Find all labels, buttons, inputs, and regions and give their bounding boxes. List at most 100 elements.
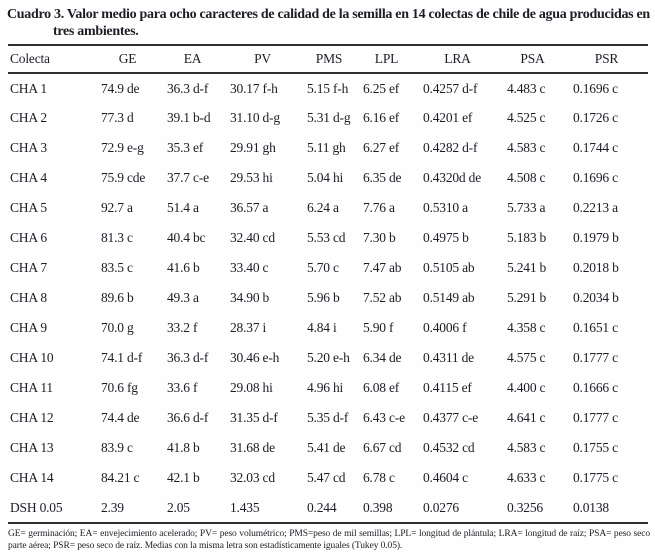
row-label-cell: CHA 13 <box>10 440 54 455</box>
table-cell: 0.4115 ef <box>423 380 472 395</box>
table-cell: 35.3 ef <box>167 140 204 155</box>
table-cell: 6.16 ef <box>363 110 400 125</box>
row-label-cell: DSH 0.05 <box>10 499 63 515</box>
column-header: Colecta <box>10 51 50 66</box>
table-cell: 32.40 cd <box>230 230 275 245</box>
table-cell: 0.0276 <box>423 499 459 515</box>
data-table: Colecta GE EA PV PMS LPL LRA PSA PSR CHA 1 74.9 d… <box>8 44 648 524</box>
column-header: PSA <box>520 51 545 66</box>
table-cell: 0.1726 c <box>573 110 618 125</box>
table-cell: 49.3 a <box>167 290 199 305</box>
column-header: PSR <box>594 51 619 66</box>
table-cell: 4.483 c <box>507 80 546 96</box>
table-cell: 0.2034 b <box>573 290 619 305</box>
table-cell: 6.24 a <box>307 200 339 215</box>
table-cell: 0.1696 c <box>573 80 618 96</box>
table-cell: 39.1 b-d <box>167 110 211 125</box>
footnote: GE= germinación; EA= envejecimiento acel… <box>8 529 650 551</box>
table-cell: 31.68 de <box>230 440 275 455</box>
table-row: CHA 7 83.5 c 41.6 b 33.40 c 5.70 c 7.47 ab 0.5… <box>8 253 648 283</box>
table-cell: 4.400 c <box>507 380 546 395</box>
dsh-row: DSH 0.05 2.39 2.05 1.435 0.244 0.398 0.0276 0.3… <box>8 493 648 523</box>
table-cell: 0.1777 c <box>573 350 618 365</box>
table-cell: 5.53 cd <box>307 230 346 245</box>
table-cell: 4.358 c <box>507 320 546 335</box>
table-cell: 92.7 a <box>101 200 133 215</box>
table-cell: 33.6 f <box>167 380 198 395</box>
table-cell: 1.435 <box>230 499 260 515</box>
table-cell: 74.1 d-f <box>101 350 143 365</box>
table-row: CHA 10 74.1 d-f 36.3 d-f 30.46 e-h 5.20 e-h 6… <box>8 343 648 373</box>
table-row: CHA 14 84.21 c 42.1 b 32.03 cd 5.47 cd 6.78 c… <box>8 463 648 493</box>
table-cell: 5.04 hi <box>307 170 344 185</box>
table-cell: 5.96 b <box>307 290 340 305</box>
table-cell: 7.76 a <box>363 200 395 215</box>
column-header: PMS <box>315 51 343 66</box>
table-cell: 0.4604 c <box>423 470 468 485</box>
row-label-cell: CHA 12 <box>10 410 54 425</box>
table-cell: 5.35 d-f <box>307 410 349 425</box>
table-cell: 6.25 ef <box>363 80 400 96</box>
table-cell: 4.525 c <box>507 110 546 125</box>
table-row: CHA 2 77.3 d 39.1 b-d 31.10 d-g 5.31 d-g 6.16… <box>8 103 648 133</box>
table-cell: 70.6 fg <box>101 380 138 395</box>
table-cell: 6.43 c-e <box>363 410 405 425</box>
table-cell: 7.47 ab <box>363 260 402 275</box>
table-row: CHA 12 74.4 de 36.6 d-f 31.35 d-f 5.35 d-f 6.… <box>8 403 648 433</box>
table-cell: 0.1755 c <box>573 440 618 455</box>
row-label-cell: CHA 7 <box>10 260 47 275</box>
table-cell: 0.1744 c <box>573 140 618 155</box>
table-cell: 0.5310 a <box>423 200 468 215</box>
header-row: Colecta GE EA PV PMS LPL LRA PSA PSR <box>8 45 648 73</box>
table-cell: 28.37 i <box>230 320 267 335</box>
table-cell: 7.52 ab <box>363 290 402 305</box>
table-cell: 30.46 e-h <box>230 350 280 365</box>
table-cell: 5.291 b <box>507 290 547 305</box>
table-cell: 4.583 c <box>507 140 546 155</box>
table-cell: 81.3 c <box>101 230 133 245</box>
table-cell: 51.4 a <box>167 200 199 215</box>
row-label-cell: CHA 9 <box>10 320 47 335</box>
table-cell: 0.4006 f <box>423 320 467 335</box>
table-row: CHA 9 70.0 g 33.2 f 28.37 i 4.84 i 5.90 f 0.40… <box>8 313 648 343</box>
table-cell: 5.31 d-g <box>307 110 351 125</box>
column-header: LRA <box>444 51 471 66</box>
table-cell: 33.2 f <box>167 320 198 335</box>
table-cell: 36.3 d-f <box>167 80 209 96</box>
table-cell: 5.90 f <box>363 320 394 335</box>
table-cell: 0.5105 ab <box>423 260 475 275</box>
table-cell: 0.4320d de <box>423 170 481 185</box>
table-cell: 30.17 f-h <box>230 80 278 96</box>
column-header: LPL <box>374 51 399 66</box>
table-cell: 29.91 gh <box>230 140 276 155</box>
table-body: CHA 1 74.9 de 36.3 d-f 30.17 f-h 5.15 f-h 6.2… <box>8 73 648 523</box>
table-cell: 83.9 c <box>101 440 133 455</box>
table-cell: 6.35 de <box>363 170 402 185</box>
table-cell: 0.4201 ef <box>423 110 473 125</box>
table-cell: 5.41 de <box>307 440 346 455</box>
table-cell: 42.1 b <box>167 470 200 485</box>
table-cell: 41.6 b <box>167 260 200 275</box>
table-cell: 4.84 i <box>307 320 337 335</box>
table-cell: 2.05 <box>167 499 190 515</box>
table-row: CHA 5 92.7 a 51.4 a 36.57 a 6.24 a 7.76 a 0.53… <box>8 193 648 223</box>
table-cell: 0.1777 c <box>573 410 618 425</box>
table-cell: 36.6 d-f <box>167 410 209 425</box>
table-row: CHA 6 81.3 c 40.4 bc 32.40 cd 5.53 cd 7.30 b 0… <box>8 223 648 253</box>
table-cell: 83.5 c <box>101 260 133 275</box>
table-cell: 37.7 c-e <box>167 170 209 185</box>
table-cell: 70.0 g <box>101 320 134 335</box>
table-cell: 0.1696 c <box>573 170 618 185</box>
table-cell: 0.4532 cd <box>423 440 475 455</box>
table-cell: 0.1651 c <box>573 320 618 335</box>
table-cell: 0.398 <box>363 499 393 515</box>
table-cell: 6.67 cd <box>363 440 402 455</box>
table-row: CHA 1 74.9 de 36.3 d-f 30.17 f-h 5.15 f-h 6.2… <box>8 73 648 103</box>
table-cell: 41.8 b <box>167 440 200 455</box>
table-cell: 6.08 ef <box>363 380 400 395</box>
table-cell: 7.30 b <box>363 230 396 245</box>
table-cell: 36.3 d-f <box>167 350 209 365</box>
table-cell: 32.03 cd <box>230 470 275 485</box>
table-cell: 5.183 b <box>507 230 547 245</box>
table-cell: 5.11 gh <box>307 140 346 155</box>
